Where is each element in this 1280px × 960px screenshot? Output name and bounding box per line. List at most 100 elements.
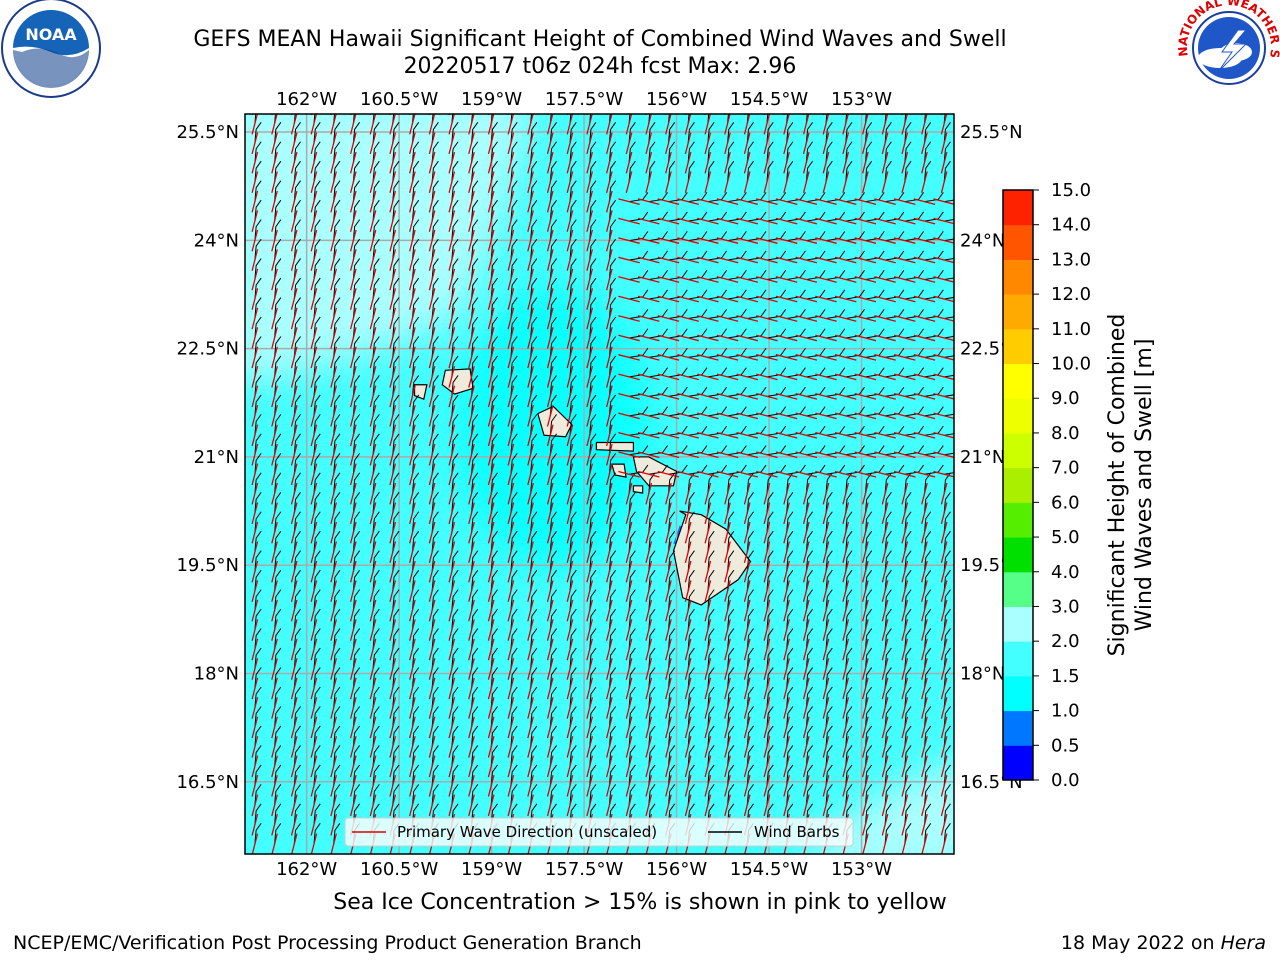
wind-barb: [884, 628, 892, 650]
wave-arrow: [743, 755, 751, 778]
wave-arrow: [645, 482, 653, 505]
wave-arrow: [527, 736, 534, 758]
wave-arrow: [349, 794, 357, 817]
wind-barb: [333, 336, 341, 358]
wave-arrow: [881, 813, 889, 836]
wave-arrow: [637, 470, 660, 478]
wind-barb: [864, 511, 873, 533]
wave-arrow: [290, 716, 298, 739]
wind-barb: [569, 141, 577, 163]
wind-barb: [805, 141, 814, 163]
wind-barb: [865, 367, 885, 378]
wind-barb: [628, 160, 636, 183]
wind-barb: [648, 211, 668, 222]
wind-barb: [549, 608, 557, 631]
wave-arrow: [756, 198, 778, 205]
wave-arrow: [657, 354, 680, 361]
wave-arrow: [310, 114, 318, 135]
wave-arrow: [763, 775, 771, 797]
wind-barb: [470, 180, 479, 202]
wind-barb: [411, 569, 420, 592]
wind-barb: [688, 289, 708, 300]
wave-arrow: [507, 619, 515, 641]
colorbar-tick-label: 13.0: [1051, 249, 1091, 270]
wind-barb: [510, 764, 518, 786]
wave-arrow: [409, 405, 416, 427]
wave-arrow: [618, 451, 640, 459]
wind-barb: [490, 141, 498, 163]
wave-arrow: [921, 599, 928, 622]
wave-arrow: [637, 431, 660, 439]
wind-barb: [628, 231, 649, 242]
wind-barb: [490, 550, 498, 572]
wind-barb: [825, 530, 833, 553]
wind-barb: [964, 270, 983, 279]
wave-arrow: [704, 775, 712, 797]
wind-barb: [352, 530, 361, 553]
wave-arrow: [586, 580, 594, 602]
wind-barb: [549, 706, 557, 728]
wave-arrow: [657, 373, 680, 381]
wind-barb: [510, 238, 518, 261]
wind-barb: [746, 706, 754, 728]
wave-arrow: [913, 373, 936, 381]
wave-arrow: [487, 229, 495, 252]
wave-arrow: [389, 268, 397, 291]
wave-arrow: [901, 755, 909, 778]
wave-arrow: [645, 638, 653, 661]
wave-arrow: [961, 483, 966, 504]
wind-barb: [786, 569, 794, 592]
wind-barb: [786, 347, 806, 358]
wave-arrow: [507, 521, 515, 544]
wind-barb: [510, 199, 518, 222]
wind-barb: [707, 192, 728, 203]
wave-arrow: [736, 217, 759, 225]
wind-barb: [254, 628, 262, 650]
wave-arrow: [665, 151, 672, 174]
wind-barb: [923, 569, 932, 592]
wave-arrow: [468, 541, 475, 563]
wind-barb: [411, 141, 420, 163]
wave-arrow: [507, 560, 515, 583]
island-kauai: [441, 368, 474, 395]
wind-barb: [589, 530, 597, 553]
wind-barb: [490, 414, 498, 436]
wave-arrow: [566, 502, 574, 525]
wind-barb: [628, 550, 636, 572]
wave-arrow: [369, 132, 377, 155]
wave-arrow: [795, 237, 818, 244]
wave-arrow: [546, 346, 554, 369]
wind-barb: [806, 308, 826, 319]
wind-barb: [352, 589, 361, 611]
wind-barb: [293, 764, 301, 786]
wind-barb: [884, 406, 905, 417]
wave-arrow: [783, 560, 790, 583]
wave-arrow: [775, 451, 798, 459]
wind-barb: [411, 647, 420, 670]
wind-barb: [707, 347, 728, 358]
wind-barb: [727, 328, 747, 339]
wave-arrow: [468, 599, 475, 622]
wave-arrow: [310, 794, 318, 817]
wave-arrow: [566, 599, 574, 622]
wave-arrow: [468, 346, 475, 369]
wind-barb: [549, 628, 557, 650]
wind-barb: [392, 667, 400, 689]
wind-barb: [372, 414, 380, 436]
wind-barb: [589, 647, 597, 670]
wave-arrow: [822, 502, 830, 525]
wave-arrow: [330, 560, 337, 583]
wind-barb: [451, 297, 459, 319]
wave-arrow: [251, 114, 259, 135]
wave-arrow: [901, 677, 909, 700]
wave-arrow: [330, 658, 337, 680]
wave-arrow: [389, 424, 397, 447]
wave-arrow: [684, 736, 692, 758]
wind-barb: [944, 355, 954, 358]
wind-barb: [608, 491, 617, 514]
wind-barb: [569, 258, 577, 280]
wind-barb: [864, 550, 873, 572]
wind-barb: [293, 472, 301, 494]
wave-arrow: [448, 171, 456, 193]
wave-arrow: [605, 463, 613, 486]
